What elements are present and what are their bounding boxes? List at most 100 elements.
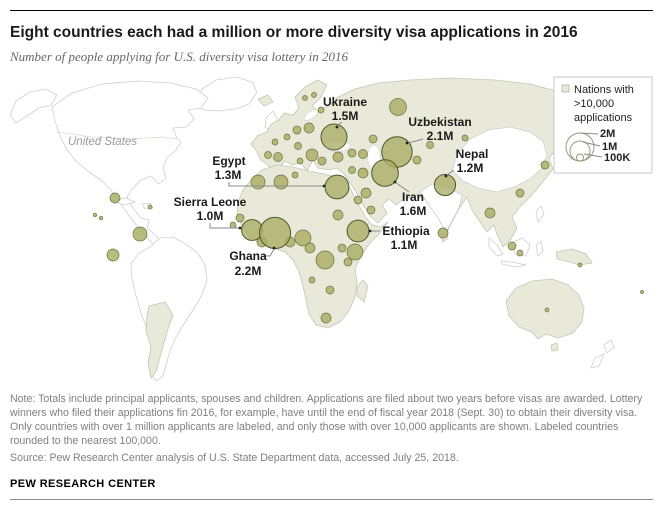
bubble-small [516, 249, 524, 257]
bottom-rule [10, 498, 653, 500]
island-iceland [257, 94, 274, 107]
legend-swatch [561, 84, 570, 93]
label-nepal: Nepal [456, 147, 489, 161]
bubble-small [109, 192, 121, 204]
value-egypt: 1.3M [215, 168, 242, 182]
map-svg: United States Ukraine 1.5M [9, 76, 653, 382]
bubble-small [343, 257, 353, 267]
island-sulawesi [535, 240, 544, 257]
bubble-small [308, 276, 316, 284]
bubble-small [640, 290, 644, 294]
bubble-small [353, 195, 363, 205]
bubble-small [264, 151, 272, 159]
value-sierra-leone: 1.0M [197, 209, 224, 223]
bubble-small [389, 98, 407, 116]
bubble-small [437, 227, 449, 239]
bubble-egypt [324, 174, 350, 200]
source-line: Source: Pew Research Center analysis of … [10, 451, 459, 464]
continent-greenland [195, 76, 258, 112]
island-madagascar [356, 279, 369, 303]
island-borneo [511, 237, 531, 257]
us-canada-border [56, 131, 178, 140]
bubble-ethiopia [346, 219, 370, 243]
bubble-small [412, 155, 422, 165]
label-iran: Iran [402, 190, 424, 204]
baltic-sea [303, 109, 319, 121]
bubble-small [250, 174, 266, 190]
bubble-small [147, 204, 153, 210]
top-rule [10, 10, 653, 11]
region-argentina [145, 301, 174, 379]
bubble-nepal [433, 173, 457, 197]
legend-label-line1: Nations with [574, 84, 634, 96]
bubble-small [92, 212, 98, 218]
bubble-small [305, 148, 319, 162]
united-states-label: United States [68, 136, 137, 148]
legend-label-line3: applications [574, 112, 633, 124]
chart-card: Eight countries each had a million or mo… [9, 10, 653, 500]
legend-circle-100k [576, 153, 584, 162]
label-ukraine: Ukraine [323, 95, 367, 109]
island-tasmania [550, 342, 559, 352]
country-annotations: Ukraine 1.5M Uzbekistan 2.1M Nepal 1.2M … [174, 95, 489, 278]
bubble-small [292, 125, 302, 135]
value-iran: 1.6M [400, 204, 427, 218]
bubble-small [106, 248, 120, 262]
bubble-small [347, 148, 357, 158]
landmasses [9, 76, 615, 382]
page-title: Eight countries each had a million or mo… [10, 24, 578, 41]
bubble-ghana [258, 216, 292, 250]
bubble-small [515, 188, 525, 198]
bubble-small [294, 142, 302, 150]
bubble-small [325, 285, 335, 295]
island-new-zealand-south [590, 353, 605, 369]
bubble-small [294, 229, 312, 247]
bubble-small [358, 149, 368, 159]
chart-subtitle: Number of people applying for U.S. diver… [10, 49, 348, 64]
label-ethiopia: Ethiopia [382, 224, 430, 238]
value-ethiopia: 1.1M [391, 238, 418, 252]
island-philippines [535, 205, 545, 223]
bubble-small [315, 250, 335, 270]
label-uzbekistan: Uzbekistan [408, 115, 471, 129]
island-java [500, 260, 527, 268]
label-sierra-leone: Sierra Leone [174, 195, 247, 209]
legend-size-2m: 2M [600, 128, 615, 140]
bubble-small [426, 141, 434, 149]
bubble-small [273, 152, 283, 162]
legend-size-1m: 1M [602, 141, 617, 153]
bubble-small [302, 95, 308, 101]
bubble-small [304, 242, 316, 254]
bubble-small [484, 207, 496, 219]
region-china [451, 126, 548, 193]
value-ukraine: 1.5M [332, 109, 359, 123]
value-uzbekistan: 2.1M [427, 129, 454, 143]
bubble-small [98, 215, 104, 221]
bubble-small [303, 122, 315, 134]
bubble-small [235, 213, 245, 223]
bubble-small [317, 106, 325, 114]
label-egypt: Egypt [212, 154, 245, 168]
bubble-small [132, 226, 148, 242]
bubble-small [291, 171, 299, 179]
bubble-small [461, 134, 469, 142]
bubble-small [332, 209, 344, 221]
bubble-small [317, 156, 327, 166]
island-cuba [110, 197, 137, 206]
region-alaska [9, 88, 58, 124]
bubble-small [348, 166, 356, 174]
bubble-small [368, 134, 378, 144]
brand-footer: PEW RESEARCH CENTER [10, 477, 156, 490]
island-new-guinea [555, 248, 593, 266]
value-ghana: 2.2M [235, 264, 262, 278]
legend-size-100k: 100K [604, 152, 630, 164]
bubble-small [273, 174, 289, 190]
bubble-small [332, 151, 344, 163]
bubble-small [366, 205, 376, 215]
bubble-small [337, 243, 347, 253]
bubble-small [360, 187, 372, 199]
island-new-zealand-north [603, 339, 615, 354]
bubble-small [311, 92, 317, 98]
legend-label-line2: >10,000 [574, 98, 614, 110]
bubble-small [544, 307, 550, 313]
